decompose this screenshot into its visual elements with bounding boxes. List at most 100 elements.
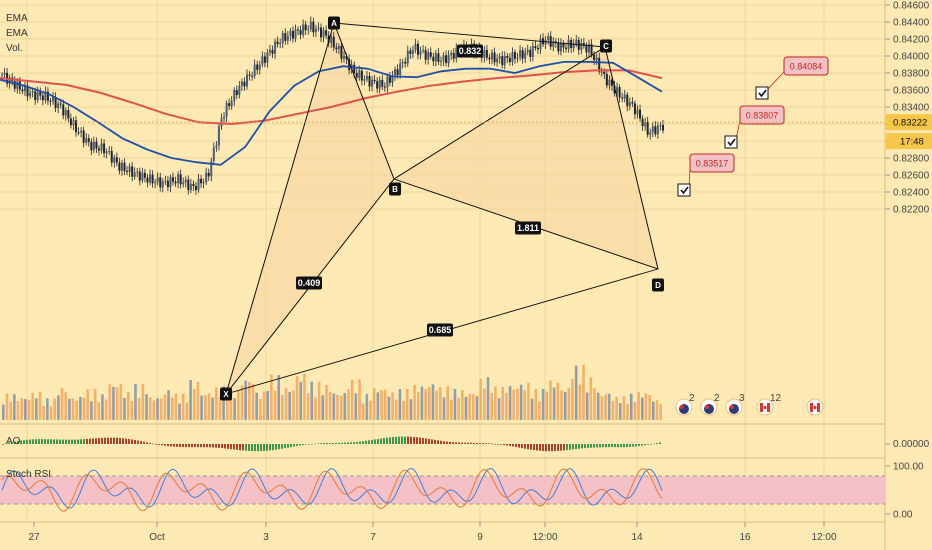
flag-icon: [767, 403, 770, 412]
pattern-line-cd: [604, 46, 659, 270]
candle-body: [416, 43, 419, 55]
candle-body: [97, 148, 100, 151]
ao-bar: [107, 437, 109, 444]
candle-body: [342, 56, 345, 59]
event-badge-count: 3: [739, 393, 745, 404]
candle-body: [253, 64, 256, 77]
volume-bar: [255, 392, 258, 420]
candle-body: [404, 61, 407, 64]
ao-bar: [167, 444, 169, 447]
ao-bar: [38, 439, 40, 444]
candle-body: [506, 55, 509, 58]
volume-bar: [505, 392, 508, 420]
ao-bar: [8, 442, 10, 444]
volume-bar: [571, 378, 574, 420]
candle-body: [646, 121, 649, 135]
ao-bar: [632, 444, 634, 447]
candle-body: [8, 77, 11, 84]
ao-bar: [464, 442, 466, 444]
volume-bar: [442, 397, 446, 420]
volume-bar: [233, 398, 236, 420]
ao-bar: [272, 444, 274, 451]
candle-body: [108, 150, 111, 152]
candle-body: [149, 174, 152, 183]
ao-bar: [530, 444, 532, 450]
volume-bar: [618, 403, 622, 420]
target-label: 0.83807: [746, 110, 779, 120]
volume-bar: [563, 391, 567, 420]
ao-bar: [245, 444, 247, 451]
volume-bar: [328, 391, 332, 420]
candle-body: [567, 39, 570, 49]
ao-bar: [374, 439, 376, 444]
ao-bar: [302, 444, 304, 445]
volume-bar: [174, 393, 178, 420]
volume-bar: [277, 375, 281, 420]
volume-bar: [203, 395, 207, 420]
volume-bar: [226, 400, 229, 420]
ao-bar: [431, 439, 433, 444]
candle-body: [427, 52, 430, 60]
ao-bar: [269, 444, 271, 451]
target-labels: 0.83517 0.83807 0.84084: [677, 56, 829, 197]
ratio-label: 0.685: [429, 325, 452, 335]
volume-bar: [593, 388, 596, 420]
price-tick-label: 0.83800: [893, 69, 930, 80]
pattern-line-ac: [333, 22, 606, 48]
ao-bar: [224, 444, 226, 449]
point-label-box: [389, 182, 401, 196]
volume-bar: [530, 398, 534, 420]
candle-body: [207, 172, 210, 177]
ao-bar: [266, 444, 268, 451]
volume-bar: [46, 398, 49, 420]
candle-body: [123, 162, 126, 172]
candle-body: [332, 36, 335, 48]
candle-body: [432, 56, 435, 62]
candle-body: [496, 58, 499, 63]
volume-bar: [156, 398, 159, 420]
ao-bar: [410, 436, 412, 444]
candle-body: [223, 116, 226, 119]
volume-bar: [354, 393, 358, 420]
volume-bar: [416, 392, 420, 420]
point-label-box: [220, 387, 232, 401]
ao-tick-label: 0.00000: [893, 439, 930, 450]
candle-body: [437, 53, 440, 62]
ao-bar: [563, 444, 565, 451]
ao-bar: [440, 440, 442, 444]
ao-bar: [191, 444, 193, 448]
candle-body: [616, 87, 619, 94]
candle-body: [595, 57, 598, 61]
volume-bar: [112, 386, 115, 420]
volume-bar: [435, 390, 438, 420]
ao-bar: [86, 438, 88, 444]
event-badge-count: 12: [770, 393, 782, 404]
ratio-label: 1.811: [517, 223, 539, 233]
candle-body: [662, 125, 664, 131]
candle-body: [371, 79, 374, 87]
candle-body: [258, 64, 261, 70]
volume-bar: [108, 384, 112, 420]
ao-bar: [503, 444, 505, 445]
candle-body: [138, 171, 141, 181]
candle-body: [217, 126, 220, 146]
volume-bar: [259, 398, 262, 420]
volume-bar: [648, 395, 651, 420]
volume-bar: [431, 384, 435, 420]
ao-bar: [182, 444, 184, 448]
pattern-line-ab: [333, 22, 395, 180]
event-badges[interactable]: 2 2 3 12: [675, 393, 824, 416]
volume-bar: [372, 388, 376, 420]
ao-bar: [479, 443, 481, 444]
volume-bar: [148, 397, 152, 420]
candle-body: [235, 90, 238, 95]
countdown-tag: [886, 133, 932, 150]
ao-bar: [524, 444, 526, 449]
candle-body: [539, 38, 542, 50]
ao-bar: [242, 444, 244, 451]
volume-bar: [317, 381, 321, 420]
candle-body: [95, 141, 98, 149]
ao-bar: [566, 444, 568, 451]
ao-bar: [443, 441, 445, 444]
